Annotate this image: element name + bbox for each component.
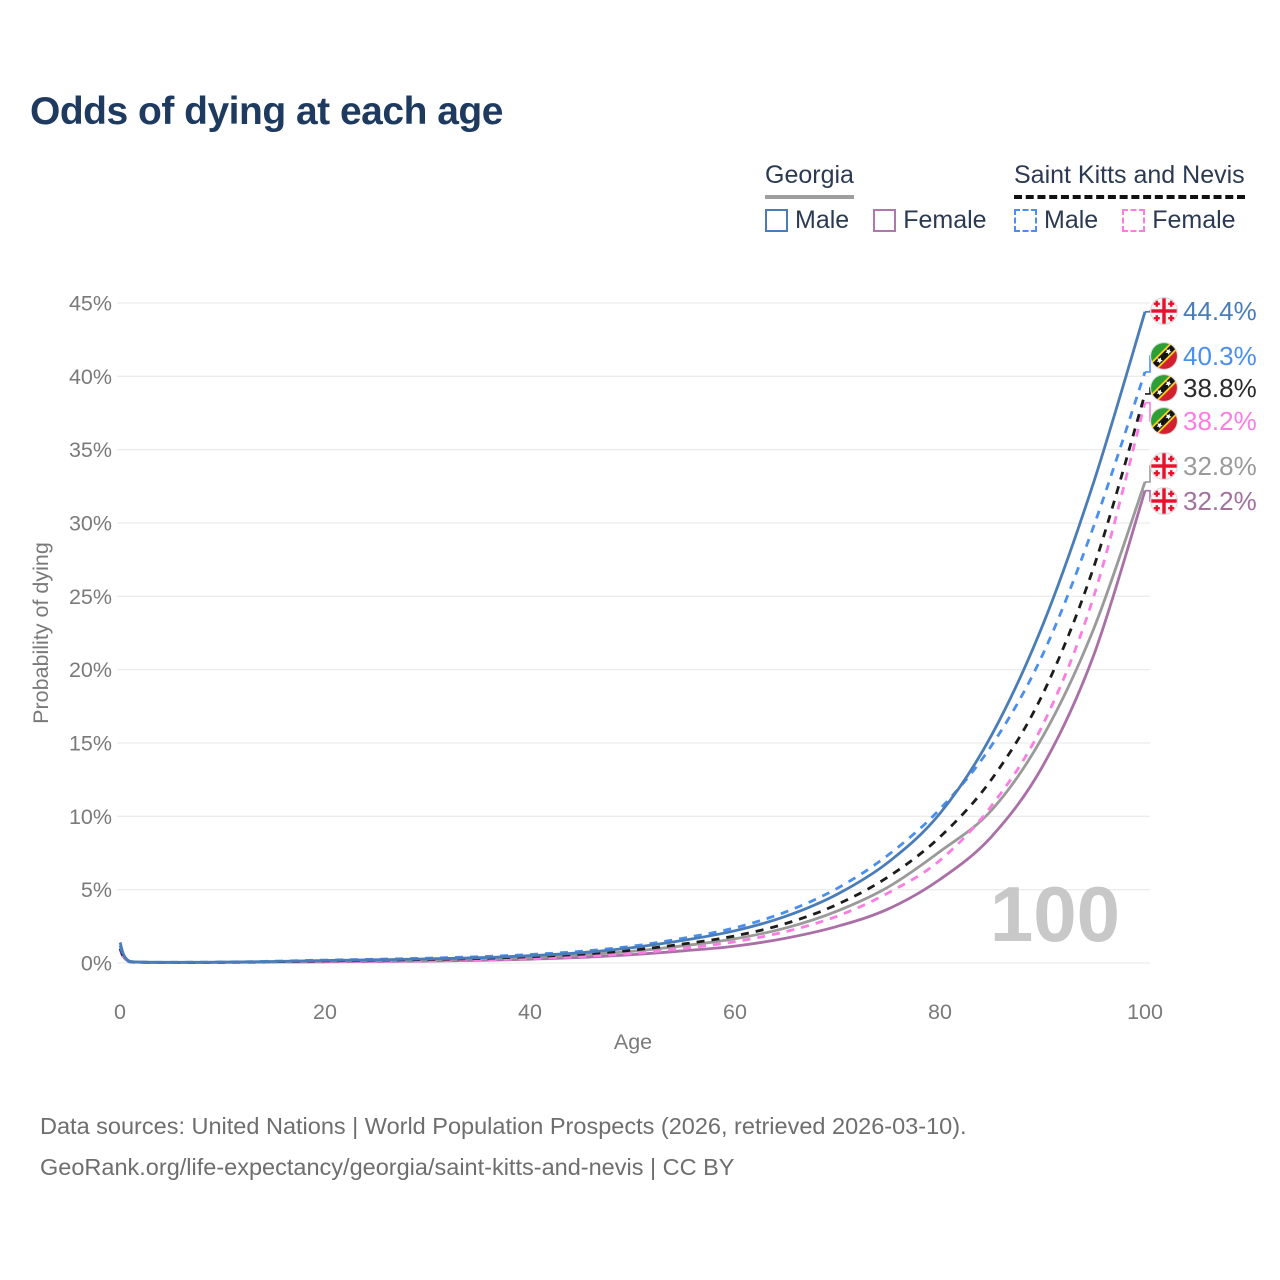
georgia-male-swatch-icon xyxy=(765,209,788,232)
x-tick-label: 20 xyxy=(313,1000,337,1024)
y-axis-title: Probability of dying xyxy=(29,542,53,724)
y-tick-label: 0% xyxy=(81,952,112,976)
series-line-georgia-male xyxy=(118,311,1147,964)
y-tick-label: 5% xyxy=(81,878,112,902)
value-label-text: 32.2% xyxy=(1183,485,1257,516)
x-tick-label: 80 xyxy=(928,1000,952,1024)
x-tick-label: 40 xyxy=(518,1000,542,1024)
value-label-text: 40.3% xyxy=(1183,340,1257,371)
value-label-georgia-female: 32.2% xyxy=(1150,486,1257,516)
x-tick-label: 0 xyxy=(114,1000,126,1024)
legend-toggle-skn-female[interactable]: Female xyxy=(1122,206,1236,235)
y-tick-label: 15% xyxy=(69,731,112,755)
value-label-skn-female: 38.2% xyxy=(1150,406,1257,436)
legend-country-georgia: Georgia xyxy=(765,161,854,199)
data-source-note: Data sources: United Nations | World Pop… xyxy=(40,1106,967,1188)
legend-group-saint-kitts-and-nevis: Saint Kitts and Nevis Male Female xyxy=(1014,161,1260,235)
series-line-saint-kitts-and-nevis-female xyxy=(118,402,1147,965)
value-label-text: 44.4% xyxy=(1183,295,1257,326)
legend-label: Female xyxy=(903,206,987,234)
x-axis-title: Age xyxy=(614,1030,652,1054)
y-tick-label: 45% xyxy=(69,291,112,315)
legend-toggle-georgia-male[interactable]: Male xyxy=(765,206,849,235)
value-label-text: 38.8% xyxy=(1183,372,1257,403)
skn-flag-icon xyxy=(1150,374,1178,402)
y-tick-label: 35% xyxy=(69,438,112,462)
data-source-line2: GeoRank.org/life-expectancy/georgia/sain… xyxy=(40,1154,735,1180)
value-label-text: 32.8% xyxy=(1183,450,1257,481)
age-watermark: 100 xyxy=(990,870,1120,958)
y-tick-label: 30% xyxy=(69,511,112,535)
legend-label: Male xyxy=(1044,206,1099,234)
skn-male-swatch-icon xyxy=(1014,209,1037,232)
georgia-flag-icon xyxy=(1150,297,1178,325)
skn-female-swatch-icon xyxy=(1122,209,1146,232)
georgia-flag-icon xyxy=(1150,452,1178,480)
legend-group-georgia: Georgia Male Female xyxy=(765,161,1011,235)
y-tick-label: 10% xyxy=(69,805,112,829)
value-label-skn-both: 38.8% xyxy=(1150,373,1257,403)
skn-flag-icon xyxy=(1150,342,1178,370)
legend-label: Female xyxy=(1152,206,1236,234)
legend-label: Male xyxy=(795,206,850,234)
value-label-georgia-both: 32.8% xyxy=(1150,451,1257,481)
skn-flag-icon xyxy=(1150,407,1178,435)
y-tick-label: 40% xyxy=(69,365,112,389)
legend-toggle-georgia-female[interactable]: Female xyxy=(873,206,987,235)
georgia-female-swatch-icon xyxy=(873,209,897,232)
value-label-text: 38.2% xyxy=(1183,405,1257,436)
legend-toggle-skn-male[interactable]: Male xyxy=(1014,206,1098,235)
y-tick-label: 25% xyxy=(69,585,112,609)
data-source-line1: Data sources: United Nations | World Pop… xyxy=(40,1113,967,1139)
y-tick-label: 20% xyxy=(69,658,112,682)
page-title: Odds of dying at each age xyxy=(30,90,503,133)
x-tick-label: 100 xyxy=(1127,1000,1163,1024)
georgia-flag-icon xyxy=(1150,487,1178,515)
value-label-skn-male: 40.3% xyxy=(1150,341,1257,371)
legend-country-saint-kitts-and-nevis: Saint Kitts and Nevis xyxy=(1014,161,1245,199)
value-label-georgia-male: 44.4% xyxy=(1150,296,1257,326)
x-tick-label: 60 xyxy=(723,1000,747,1024)
